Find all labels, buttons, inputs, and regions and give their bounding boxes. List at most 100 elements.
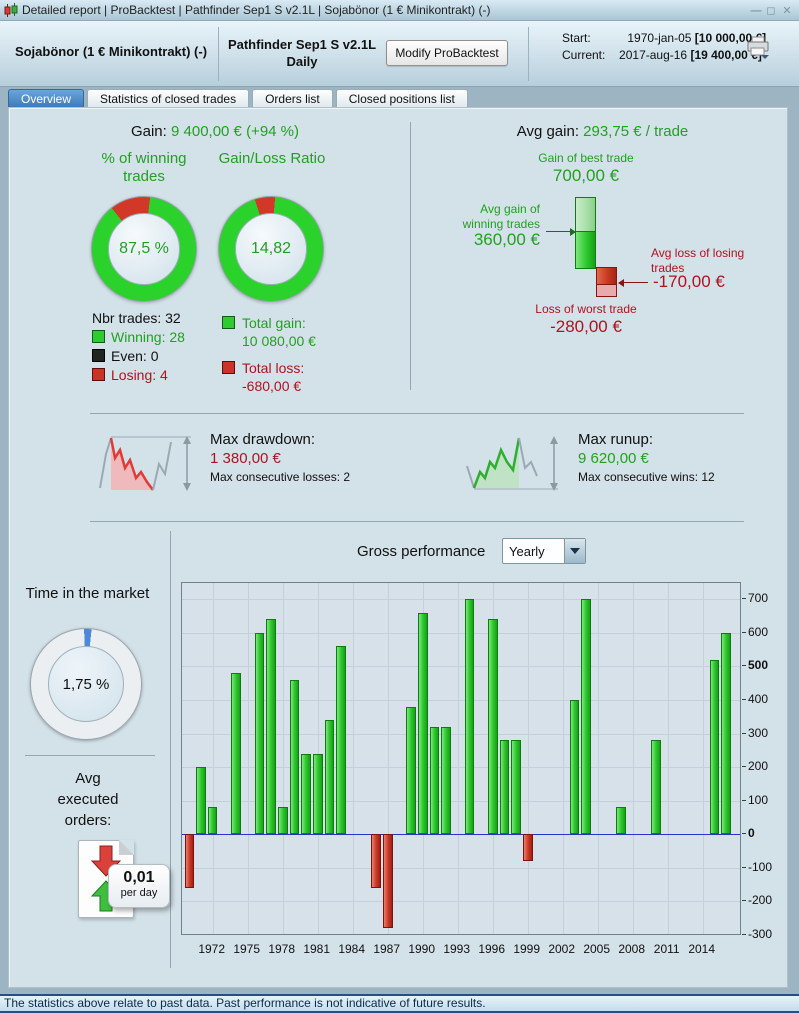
- total-loss-swatch: [222, 361, 235, 374]
- tab-statistics-of-closed-trades[interactable]: Statistics of closed trades: [87, 89, 250, 108]
- chart-x-tick-label: 2008: [618, 942, 646, 956]
- bar-1976: [254, 632, 265, 835]
- best-trade-label: Gain of best trade: [538, 151, 634, 165]
- strategy-timeframe: Daily: [286, 54, 318, 69]
- chart-y-tick: [742, 799, 746, 801]
- chart-vgrid: [702, 583, 704, 934]
- chart-x-tick-label: 2014: [688, 942, 716, 956]
- left-column-subdivider: [25, 755, 155, 756]
- gain-loss-ratio-donut: 14,82: [218, 196, 324, 302]
- start-capital: [10 000,00 €]: [694, 31, 767, 45]
- max-drawdown-value: 1 380,00 €: [210, 450, 281, 467]
- chart-hgrid: [182, 867, 740, 869]
- chart-y-tick-label: 100: [748, 792, 769, 807]
- bar-1990: [418, 612, 428, 835]
- chart-x-tick-label: 1999: [513, 942, 541, 956]
- chart-x-tick-label: 1990: [408, 942, 436, 956]
- avg-loss-value: -170,00 €: [653, 272, 725, 291]
- chart-vgrid: [527, 583, 529, 934]
- bar-2016: [721, 632, 731, 835]
- bar-1978: [278, 807, 288, 835]
- tab-bar: Overview Statistics of closed trades Order…: [8, 88, 468, 108]
- chart-hgrid: [182, 632, 740, 634]
- total-loss-value: -680,00 €: [242, 378, 302, 394]
- maximize-button[interactable]: ◻: [766, 5, 776, 17]
- bar-1981: [313, 753, 323, 835]
- modify-probacktest-button[interactable]: Modify ProBacktest: [386, 40, 508, 66]
- bar-1980: [301, 753, 311, 835]
- tab-closed-positions-list[interactable]: Closed positions list: [335, 89, 468, 108]
- nbr-trades: Nbr trades: 32: [92, 309, 181, 326]
- chart-hgrid: [182, 733, 740, 735]
- minimize-button[interactable]: —: [750, 5, 762, 17]
- chart-x-tick-label: 1993: [443, 942, 471, 956]
- bar-1972: [207, 807, 218, 835]
- start-date: 1970-jan-05: [627, 31, 692, 45]
- bar-1977: [266, 619, 276, 835]
- stats-divider: [410, 122, 411, 390]
- bar-2015: [709, 659, 720, 835]
- avg-win-pointer-arrow: [546, 227, 576, 236]
- chart-zero-line: [182, 834, 740, 836]
- chart-x-tick-label: 2011: [653, 942, 680, 956]
- chart-hgrid: [182, 699, 740, 701]
- loss-bar: [596, 267, 617, 297]
- gain-label: Gain:: [130, 123, 167, 140]
- avg-loss-pointer-arrow: [618, 278, 648, 287]
- current-row: Current: 2017-aug-16 [19 400,00 €]: [562, 48, 762, 62]
- total-loss-label: Total loss:: [242, 360, 305, 376]
- bar-1971: [196, 767, 206, 835]
- start-row: Start: 1970-jan-05 [10 000,00 €]: [562, 31, 766, 45]
- chart-y-tick-label: -200: [748, 893, 773, 908]
- strategy-title: Pathfinder Sep1 S v2.1L: [227, 37, 377, 52]
- winning-trades-donut: 87,5 %: [91, 196, 197, 302]
- chart-hgrid: [182, 666, 740, 668]
- period-dropdown-value: Yearly: [509, 543, 545, 559]
- close-button[interactable]: ✕: [782, 5, 792, 17]
- legend-winning: Winning: 28: [92, 327, 185, 346]
- chart-hgrid: [182, 767, 740, 769]
- winning-pct-value: 87,5 %: [119, 240, 169, 257]
- period-dropdown[interactable]: Yearly: [502, 538, 586, 564]
- tab-orders-list[interactable]: Orders list: [252, 89, 333, 108]
- chart-hgrid: [182, 599, 740, 601]
- chart-vgrid: [212, 583, 214, 934]
- bar-1987: [383, 834, 393, 929]
- chart-y-tick: [742, 665, 746, 667]
- bar-1992: [441, 726, 451, 835]
- gain-bar: [575, 197, 596, 269]
- chart-y-tick: [742, 900, 746, 902]
- strategy-name: Pathfinder Sep1 S v2.1L Daily: [222, 36, 382, 70]
- chart-x-tick-label: 1981: [303, 942, 331, 956]
- best-trade-value: 700,00 €: [552, 166, 620, 185]
- worst-trade-label: Loss of worst trade: [535, 302, 637, 316]
- chart-x-tick-label: 1987: [373, 942, 401, 956]
- bar-1979: [289, 679, 300, 835]
- bar-1970: [184, 834, 195, 888]
- avg-win-value: 360,00 €: [473, 230, 540, 249]
- bar-2004: [581, 599, 591, 835]
- chart-y-tick: [742, 698, 746, 700]
- time-in-market-title: Time in the market: [25, 585, 150, 602]
- chart-y-tick-label: -100: [748, 859, 773, 874]
- orders-per-day-badge: 0,01 per day: [108, 864, 170, 908]
- time-in-market-value: 1,75 %: [62, 675, 110, 693]
- bar-1998: [511, 740, 521, 835]
- gain-loss-ratio-title: Gain/Loss Ratio: [218, 150, 326, 167]
- max-runup-label: Max runup:: [578, 431, 654, 448]
- chart-x-tick-label: 2005: [583, 942, 611, 956]
- chart-y-tick-label: 400: [748, 691, 769, 706]
- total-gain-item: Total gain: 10 080,00 €: [222, 314, 316, 350]
- legend-losing: Losing: 4: [92, 365, 185, 384]
- bar-1991: [429, 726, 440, 835]
- print-icon[interactable]: [746, 36, 770, 60]
- chart-vgrid: [632, 583, 634, 934]
- chart-vgrid: [352, 583, 354, 934]
- chart-y-tick-label: 700: [748, 591, 769, 606]
- total-gain-value: 10 080,00 €: [242, 333, 316, 349]
- gross-performance-chart: [181, 582, 741, 935]
- tab-overview[interactable]: Overview: [8, 89, 85, 108]
- dropdown-arrow-icon[interactable]: [564, 539, 585, 563]
- winning-swatch: [92, 330, 105, 343]
